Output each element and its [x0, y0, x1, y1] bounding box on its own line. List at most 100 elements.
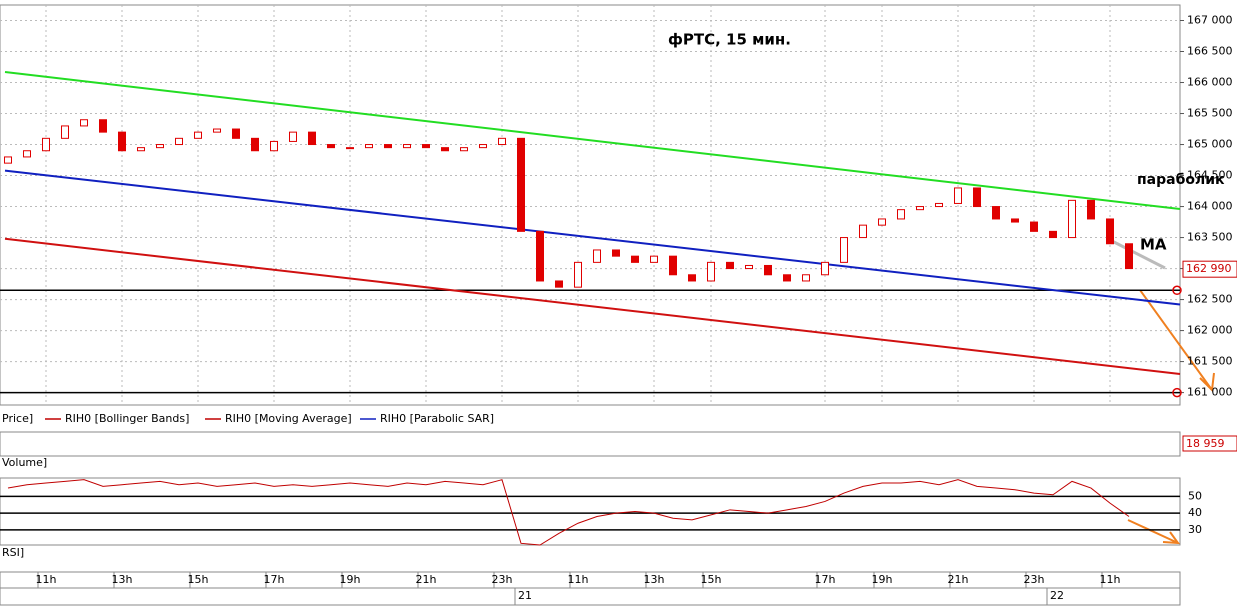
candle [118, 131, 126, 152]
candle [536, 230, 544, 282]
x-tick-label: 17h [815, 573, 836, 586]
candle [384, 144, 392, 149]
candle [327, 144, 335, 149]
candle [1106, 218, 1114, 245]
x-tick-label: 13h [644, 573, 665, 586]
candle [973, 187, 981, 208]
candle [232, 128, 240, 139]
rsi-line [7, 479, 1130, 546]
candle [137, 147, 145, 152]
x-tick-label: 13h [112, 573, 133, 586]
candle [897, 209, 905, 220]
candle [707, 261, 715, 282]
candle [441, 147, 449, 152]
candle [61, 125, 69, 139]
candle [802, 274, 810, 282]
trendline [4, 237, 1181, 375]
candle [954, 187, 962, 204]
candle [156, 144, 164, 149]
candle [726, 261, 734, 270]
candle [840, 237, 848, 263]
legend-label: RIH0 [Bollinger Bands] [65, 412, 189, 425]
candle [175, 137, 183, 146]
arrow [1139, 289, 1215, 393]
date-label: 21 [518, 589, 532, 602]
x-tick-label: 19h [340, 573, 361, 586]
y-tick-label: 164 000 [1187, 200, 1233, 213]
x-tick-label: 21h [416, 573, 437, 586]
last-price: 162 990 [1186, 262, 1232, 275]
candle [346, 147, 354, 150]
x-tick-label: 11h [36, 573, 57, 586]
candle [859, 224, 867, 239]
x-tick-label: 15h [188, 573, 209, 586]
candle [935, 202, 943, 208]
candle [916, 206, 924, 211]
trendline [4, 169, 1181, 306]
x-tick-label: 11h [568, 573, 589, 586]
candle [1030, 221, 1038, 232]
y-tick-label: 161 000 [1187, 386, 1233, 399]
candle [517, 137, 525, 232]
candle [992, 206, 1000, 220]
y-tick-label: 163 500 [1187, 231, 1233, 244]
volume-title: Volume] [2, 456, 47, 469]
candle [631, 255, 639, 263]
date-label: 22 [1050, 589, 1064, 602]
y-tick-label: 162 500 [1187, 293, 1233, 306]
candle [612, 249, 620, 257]
candle [1068, 199, 1076, 239]
ma-sketch [1109, 238, 1166, 270]
candle [270, 140, 278, 152]
level-marker [1172, 387, 1182, 398]
chart-title: фРТС, 15 мин. [668, 31, 791, 49]
candle [1049, 230, 1057, 239]
legend-label: RIH0 [Parabolic SAR] [380, 412, 494, 425]
candle [479, 144, 487, 149]
candle [422, 144, 430, 149]
annotation: параболик [1137, 172, 1225, 188]
candle [213, 128, 221, 133]
candle [4, 156, 12, 164]
candle [1125, 243, 1133, 270]
x-tick-label: 11h [1100, 573, 1121, 586]
y-tick-label: 164 500 [1187, 169, 1233, 182]
annotation: MA [1140, 236, 1167, 254]
candle [593, 249, 601, 263]
price-panel [0, 4, 1181, 406]
candle [878, 218, 886, 226]
x-tick-label: 19h [872, 573, 893, 586]
candle [650, 255, 658, 263]
candle [42, 137, 50, 152]
rsi-tick-label: 40 [1188, 506, 1202, 519]
candle [365, 144, 373, 149]
y-tick-label: 165 500 [1187, 107, 1233, 120]
candle [1087, 199, 1095, 220]
candle [251, 137, 259, 152]
candle [194, 131, 202, 139]
candle [764, 264, 772, 276]
rsi-tick-label: 30 [1188, 523, 1202, 536]
arrow [1127, 519, 1181, 545]
last-volume: 18 959 [1186, 437, 1225, 450]
y-tick-label: 166 500 [1187, 45, 1233, 58]
legend-label: Price] [2, 412, 33, 425]
candle [1011, 218, 1019, 223]
candle [460, 147, 468, 152]
y-tick-label: 165 000 [1187, 138, 1233, 151]
x-tick-label: 23h [1024, 573, 1045, 586]
candle [745, 264, 753, 270]
price-badge [1182, 260, 1237, 278]
candle [498, 137, 506, 146]
candle [555, 280, 563, 288]
volume-panel [0, 431, 1181, 457]
y-tick-label: 167 000 [1187, 14, 1233, 27]
x-tick-label: 17h [264, 573, 285, 586]
candle [308, 131, 316, 146]
candle [80, 119, 88, 127]
rsi-tick-label: 50 [1188, 489, 1202, 502]
candle [688, 274, 696, 282]
candle [99, 119, 107, 133]
rsi-panel [0, 477, 1181, 546]
